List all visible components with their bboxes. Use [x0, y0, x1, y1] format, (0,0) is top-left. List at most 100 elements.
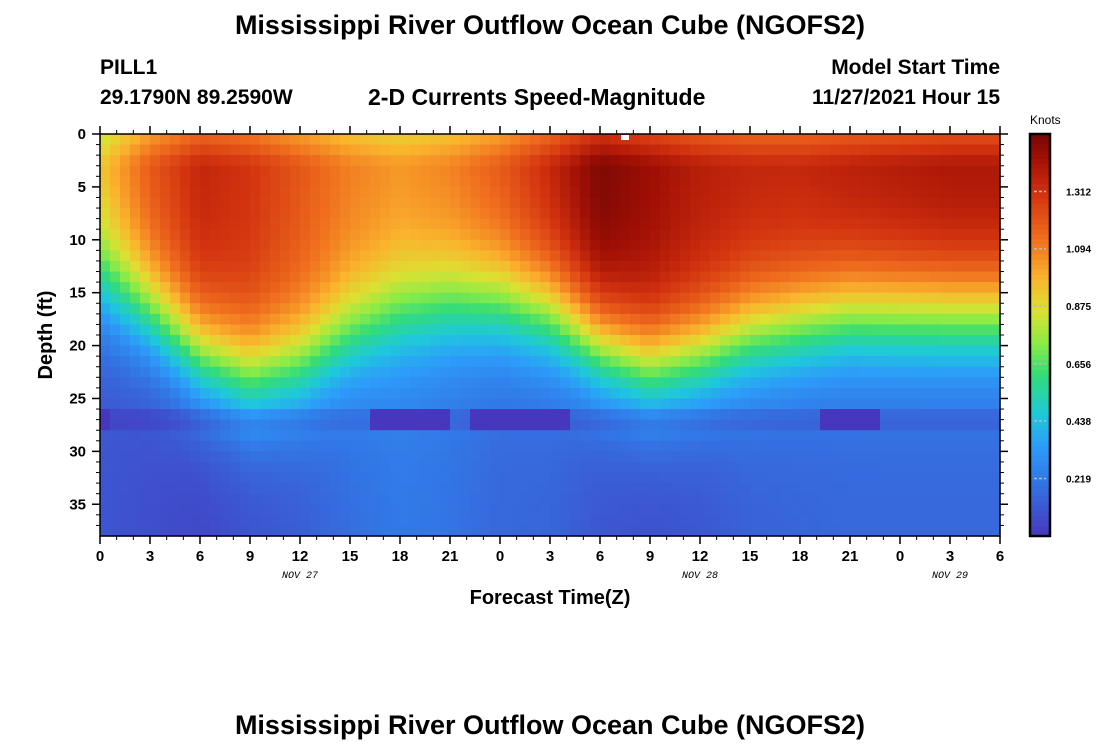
heatmap-cell: [970, 134, 981, 146]
colorbar-segment: [1030, 309, 1050, 316]
heatmap-cell: [180, 186, 191, 199]
heatmap-cell: [550, 377, 561, 389]
heatmap-cell: [930, 356, 941, 368]
heatmap-cell: [640, 134, 651, 146]
heatmap-cell: [270, 155, 281, 167]
heatmap-cell: [530, 472, 541, 484]
heatmap-cell: [790, 313, 801, 326]
heatmap-cell: [220, 514, 231, 527]
heatmap-cell: [950, 144, 961, 156]
heatmap-cell: [930, 398, 941, 410]
heatmap-cell: [240, 260, 251, 273]
heatmap-cell: [590, 409, 601, 421]
heatmap-cell: [780, 377, 791, 389]
heatmap-cell: [170, 483, 181, 495]
heatmap-cell: [920, 186, 931, 199]
x-tick-label: 3: [546, 548, 554, 565]
heatmap-cell: [840, 239, 851, 251]
heatmap-cell: [870, 260, 881, 273]
heatmap-cell: [130, 155, 141, 167]
heatmap-cell: [820, 356, 831, 368]
heatmap-cell: [100, 313, 111, 326]
heatmap-cell: [530, 313, 541, 326]
heatmap-cell: [990, 504, 1001, 516]
heatmap-cell: [200, 250, 211, 262]
heatmap-cell: [730, 377, 741, 389]
heatmap-cell: [450, 440, 461, 452]
heatmap-cell: [640, 208, 651, 220]
heatmap-cell: [120, 461, 131, 474]
heatmap-cell: [130, 176, 141, 188]
heatmap-cell: [400, 472, 411, 484]
heatmap-cell: [790, 345, 801, 357]
heatmap-cell: [530, 419, 541, 431]
heatmap-cell: [770, 335, 781, 347]
heatmap-cell: [580, 239, 591, 251]
heatmap-cell: [670, 483, 681, 495]
heatmap-cell: [330, 208, 341, 220]
heatmap-cell: [820, 409, 831, 421]
colorbar-segment: [1030, 164, 1050, 170]
heatmap-cell: [820, 377, 831, 389]
heatmap-cell: [140, 377, 151, 389]
heatmap-cell: [610, 186, 621, 199]
heatmap-cell: [860, 430, 871, 442]
heatmap-cell: [730, 155, 741, 167]
heatmap-cell: [400, 493, 411, 505]
heatmap-cell: [700, 472, 711, 484]
heatmap-cell: [990, 366, 1001, 378]
heatmap-cell: [840, 409, 851, 421]
heatmap-cell: [280, 239, 291, 251]
heatmap-cell: [120, 313, 131, 326]
heatmap-cell: [320, 134, 331, 146]
heatmap-cell: [690, 461, 701, 474]
heatmap-cell: [450, 208, 461, 220]
heatmap-cell: [690, 345, 701, 357]
heatmap-cell: [470, 218, 481, 230]
heatmap-cell: [620, 155, 631, 167]
heatmap-cell: [380, 186, 391, 199]
heatmap-cell: [110, 483, 121, 495]
heatmap-cell: [630, 345, 641, 357]
heatmap-cell: [640, 472, 651, 484]
heatmap-cell: [250, 324, 261, 336]
heatmap-cell: [820, 176, 831, 188]
heatmap-cell: [330, 366, 341, 378]
heatmap-cell: [730, 398, 741, 410]
heatmap-cell: [600, 250, 611, 262]
heatmap-cell: [640, 197, 651, 209]
heatmap-cell: [550, 282, 561, 294]
heatmap-cell: [960, 409, 971, 421]
heatmap-cell: [450, 292, 461, 304]
heatmap-cell: [540, 292, 551, 304]
heatmap-cell: [450, 419, 461, 431]
heatmap-cell: [350, 208, 361, 220]
colorbar-segment: [1030, 485, 1050, 492]
heatmap-cell: [210, 271, 221, 283]
colorbar-segment: [1030, 264, 1050, 271]
heatmap-cell: [240, 165, 251, 177]
heatmap-cell: [970, 218, 981, 230]
heatmap-cell: [220, 229, 231, 241]
heatmap-cell: [470, 335, 481, 347]
heatmap-cell: [350, 366, 361, 378]
heatmap-cell: [760, 356, 771, 368]
heatmap-cell: [760, 335, 771, 347]
heatmap-cell: [620, 377, 631, 389]
heatmap-cell: [110, 440, 121, 452]
heatmap-cell: [150, 134, 161, 146]
heatmap-cell: [680, 366, 691, 378]
heatmap-cell: [620, 313, 631, 326]
heatmap-cell: [670, 493, 681, 505]
heatmap-cell: [210, 483, 221, 495]
heatmap-cell: [440, 186, 451, 199]
heatmap-cell: [280, 134, 291, 146]
heatmap-cell: [970, 493, 981, 505]
heatmap-cell: [790, 260, 801, 273]
heatmap-cell: [400, 514, 411, 527]
heatmap-cell: [410, 218, 421, 230]
heatmap-cell: [280, 472, 291, 484]
heatmap-cell: [650, 324, 661, 336]
heatmap-cell: [590, 239, 601, 251]
heatmap-cell: [300, 165, 311, 177]
